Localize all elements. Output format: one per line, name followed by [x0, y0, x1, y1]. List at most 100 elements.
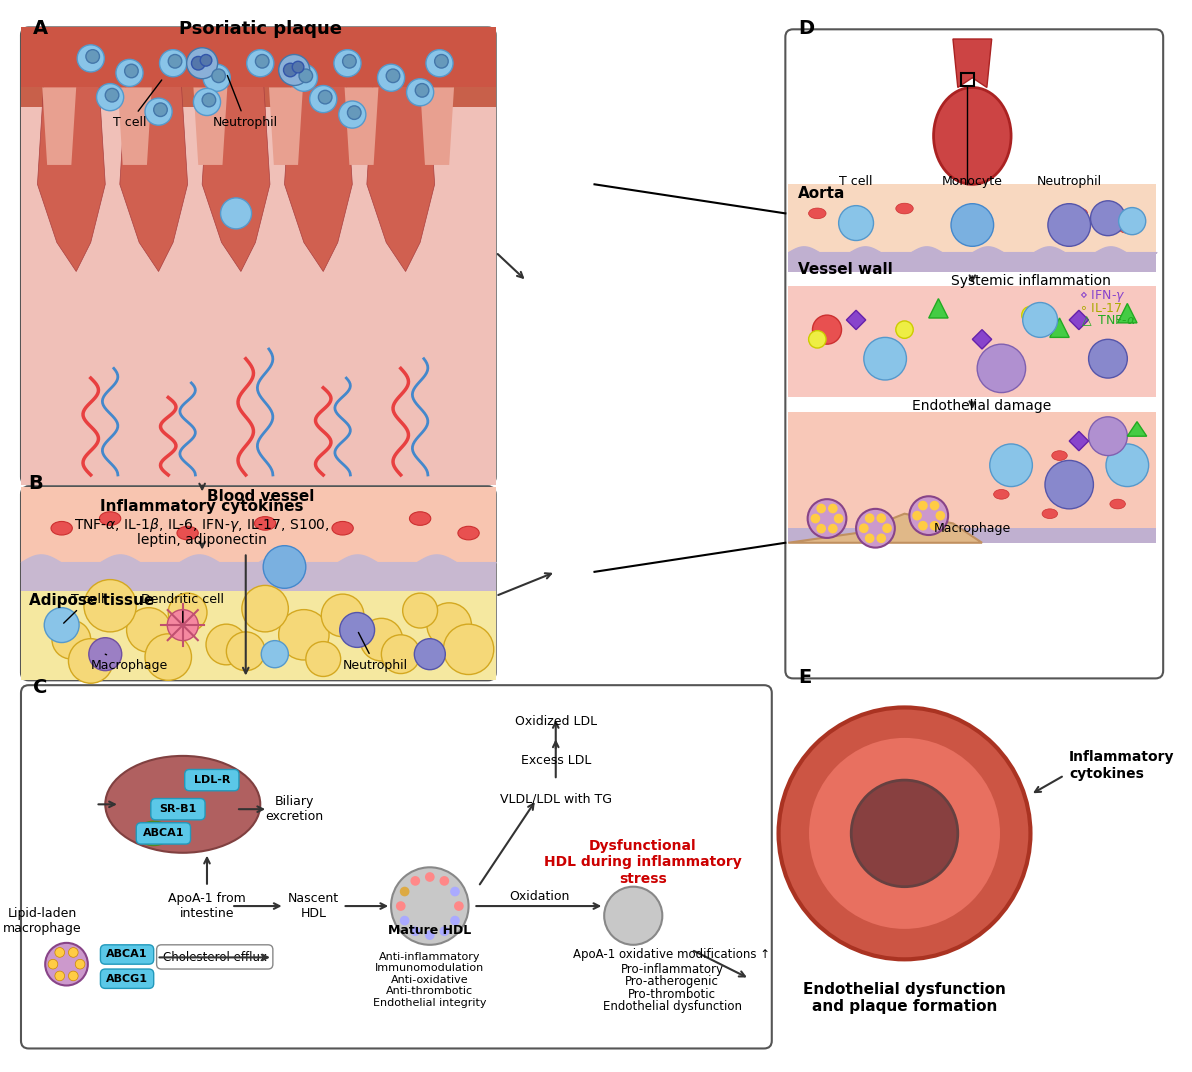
Circle shape [292, 61, 304, 73]
Text: Pro-inflammatory: Pro-inflammatory [621, 963, 724, 976]
Circle shape [1091, 200, 1125, 236]
Text: Mature HDL: Mature HDL [389, 924, 471, 937]
Circle shape [778, 708, 1030, 959]
Text: Blood vessel: Blood vessel [206, 489, 313, 504]
Circle shape [279, 55, 310, 86]
Circle shape [386, 69, 399, 83]
Polygon shape [788, 252, 1156, 271]
Circle shape [856, 509, 895, 548]
Circle shape [817, 504, 826, 513]
Text: D: D [797, 19, 814, 39]
Ellipse shape [137, 821, 170, 846]
Circle shape [105, 88, 119, 102]
Text: ApoA-1 oxidative modifications ↑: ApoA-1 oxidative modifications ↑ [573, 948, 770, 961]
Text: VLDL/LDL with TG: VLDL/LDL with TG [499, 793, 611, 806]
Circle shape [396, 902, 405, 911]
Text: Pro-thrombotic: Pro-thrombotic [628, 987, 716, 1001]
Ellipse shape [1118, 223, 1136, 234]
Circle shape [391, 867, 468, 944]
Ellipse shape [176, 526, 198, 540]
Text: Inflammatory cytokines: Inflammatory cytokines [100, 500, 304, 515]
Text: E: E [797, 668, 812, 687]
Ellipse shape [933, 88, 1011, 184]
Circle shape [379, 632, 422, 675]
Text: Endothelial dysfunction: Endothelial dysfunction [602, 1000, 741, 1013]
Text: Cholesterol efflux: Cholesterol efflux [163, 951, 267, 964]
Text: $\diamond$ IFN-$\gamma$: $\diamond$ IFN-$\gamma$ [1079, 287, 1125, 303]
Circle shape [808, 500, 846, 538]
Circle shape [193, 88, 221, 116]
Text: Neutrophil: Neutrophil [1037, 175, 1101, 188]
Polygon shape [1050, 318, 1069, 338]
Polygon shape [846, 310, 865, 329]
Circle shape [918, 501, 927, 510]
FancyBboxPatch shape [21, 487, 496, 681]
Text: Pro-atherogenic: Pro-atherogenic [625, 976, 719, 988]
Text: Monocyte: Monocyte [942, 175, 1002, 188]
Text: Biliary
excretion: Biliary excretion [265, 795, 323, 823]
Circle shape [811, 513, 820, 523]
Circle shape [44, 608, 79, 642]
Circle shape [167, 610, 198, 641]
Text: Anti-thrombotic: Anti-thrombotic [386, 986, 473, 997]
Circle shape [247, 49, 274, 77]
Ellipse shape [974, 223, 991, 234]
FancyBboxPatch shape [151, 799, 205, 820]
Circle shape [930, 501, 939, 510]
Ellipse shape [410, 511, 430, 525]
Circle shape [859, 523, 869, 533]
Polygon shape [21, 29, 496, 107]
Circle shape [399, 887, 410, 896]
Circle shape [203, 622, 249, 668]
Text: Anti-oxidative: Anti-oxidative [391, 974, 468, 985]
Circle shape [989, 444, 1032, 487]
FancyBboxPatch shape [100, 944, 154, 964]
Polygon shape [21, 562, 496, 591]
Ellipse shape [1051, 450, 1067, 460]
Polygon shape [344, 88, 379, 165]
Circle shape [426, 873, 435, 882]
Circle shape [851, 780, 958, 887]
Circle shape [909, 496, 948, 535]
Circle shape [1045, 460, 1093, 509]
Text: Neutrophil: Neutrophil [213, 75, 278, 130]
Circle shape [342, 55, 356, 68]
Text: Endothelial integrity: Endothelial integrity [373, 998, 486, 1008]
Circle shape [399, 591, 441, 631]
Circle shape [833, 513, 844, 523]
Circle shape [410, 876, 420, 885]
Text: ABCA1: ABCA1 [143, 829, 184, 838]
Polygon shape [21, 107, 496, 485]
Polygon shape [21, 28, 496, 88]
Ellipse shape [51, 521, 73, 535]
Circle shape [286, 617, 322, 652]
Circle shape [203, 93, 216, 107]
Polygon shape [788, 286, 1156, 398]
Polygon shape [1118, 303, 1137, 323]
Circle shape [154, 103, 167, 117]
Circle shape [299, 69, 312, 83]
Text: T cell: T cell [113, 80, 162, 130]
Circle shape [192, 57, 205, 70]
Circle shape [88, 638, 122, 671]
Text: ApoA-1 from
intestine: ApoA-1 from intestine [168, 892, 246, 920]
Circle shape [46, 614, 97, 665]
FancyBboxPatch shape [21, 28, 496, 485]
Circle shape [378, 64, 404, 91]
Text: $\triangle$ TNF-$\alpha$: $\triangle$ TNF-$\alpha$ [1079, 314, 1136, 328]
Polygon shape [929, 299, 948, 318]
Ellipse shape [1110, 500, 1125, 509]
Circle shape [864, 534, 875, 544]
Circle shape [45, 943, 88, 985]
Circle shape [247, 591, 284, 627]
Polygon shape [21, 591, 496, 681]
Text: Endothelial damage: Endothelial damage [912, 399, 1051, 413]
Ellipse shape [254, 517, 275, 531]
Circle shape [1048, 204, 1091, 247]
Text: Anti-inflammatory: Anti-inflammatory [379, 952, 480, 962]
Circle shape [936, 510, 945, 521]
Circle shape [451, 631, 488, 668]
Text: Psoriatic plaque: Psoriatic plaque [179, 20, 342, 39]
Text: $\circ$ IL-17: $\circ$ IL-17 [1079, 302, 1123, 315]
Circle shape [68, 971, 79, 981]
